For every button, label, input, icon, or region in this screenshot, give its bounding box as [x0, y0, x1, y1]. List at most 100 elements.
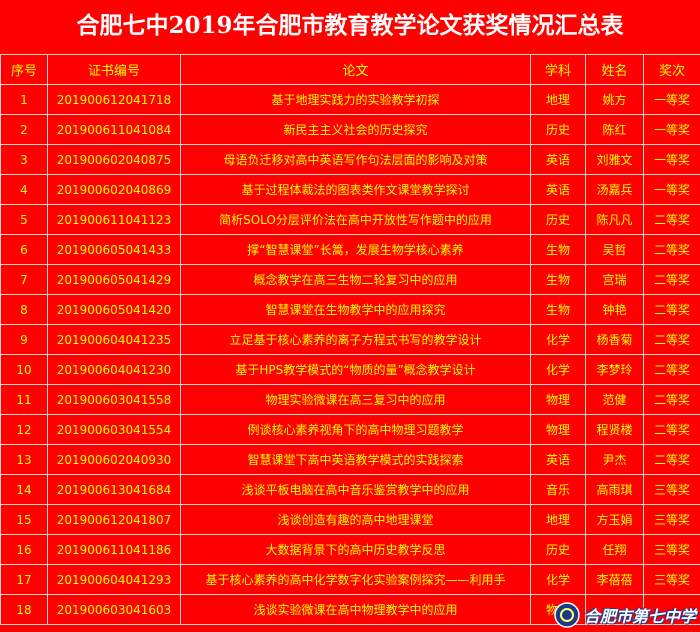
paper-title: 浅谈实验微课在高中物理教学中的应用	[180, 594, 531, 625]
index: 16	[0, 534, 48, 565]
paper-title: 简析SOLO分层评价法在高中开放性写作题中的应用	[180, 204, 531, 235]
paper-title: 新民主主义社会的历史探究	[180, 114, 531, 145]
author: 陈凡凡	[585, 204, 644, 235]
award: 二等奖	[643, 234, 700, 265]
cert-no: 201900604041230	[47, 354, 181, 385]
author: 李蓓蓓	[585, 564, 644, 595]
table-row: 15 201900612041807 浅谈创造有趣的高中地理课堂 地理 方玉娟 三等奖	[0, 504, 700, 535]
table-row: 9 201900604041235 立足基于核心素养的离子方程式书写的教学设计 化学杨…	[0, 324, 700, 355]
paper-title: 浅谈平板电脑在高中音乐鉴赏教学中的应用	[180, 474, 531, 505]
table-row: 4 201900602040869 基于过程体裁法的图表类作文课堂教学探讨 英语 汤嘉兵…	[0, 174, 700, 205]
author: 姚方	[585, 84, 644, 115]
award: 二等奖	[643, 354, 700, 385]
index: 7	[0, 264, 48, 295]
table-row: 3 201900602040875 母语负迁移对高中英语写作句法层面的影响及对策 英语…	[0, 144, 700, 175]
subject: 英语	[530, 444, 586, 475]
cert-no: 201900605041433	[47, 234, 181, 265]
paper-title: 大数据背景下的高中历史教学反思	[180, 534, 531, 565]
award: 二等奖	[643, 414, 700, 445]
subject: 物理	[530, 384, 586, 415]
author: 程贤楼	[585, 414, 644, 445]
index: 9	[0, 324, 48, 355]
header-row: 序号 证书编号 论文 学科 姓名 奖次	[0, 54, 700, 85]
author: 姓名	[585, 54, 644, 85]
index: 15	[0, 504, 48, 535]
table-row: 1 201900612041718 基于地理实践力的实验教学初探 地理 姚方 一等奖	[0, 84, 700, 115]
watermark-text: 合肥市第七中学	[583, 607, 696, 626]
author: 吴哲	[585, 234, 644, 265]
table-row: 13 201900602040930 智慧课堂下高中英语教学模式的实践探索 英语 尹杰二…	[0, 444, 700, 475]
cert-no: 201900605041420	[47, 294, 181, 325]
table-row: 16 201900611041186 大数据背景下的高中历史教学反思 历史 任翔 三等奖	[0, 534, 700, 565]
index: 6	[0, 234, 48, 265]
author: 任翔	[585, 534, 644, 565]
author: 李梦玲	[585, 354, 644, 385]
table-row: 5 201900611041123 简析SOLO分层评价法在高中开放性写作题中的应用…	[0, 204, 700, 235]
author: 方玉娟	[585, 504, 644, 535]
index: 10	[0, 354, 48, 385]
paper-title: 基于核心素养的高中化学数字化实验案例探究——利用手	[180, 564, 531, 595]
cert-no: 201900602040869	[47, 174, 181, 205]
award: 三等奖	[643, 564, 700, 595]
subject: 地理	[530, 504, 586, 535]
author: 钟艳	[585, 294, 644, 325]
table-row: 2 201900611041084 新民主主义社会的历史探究 历史 陈红 一等奖	[0, 114, 700, 145]
table-row: 6 201900605041433 撑“智慧课堂”长篙，发展生物学核心素养 生物 吴哲二…	[0, 234, 700, 265]
paper-title: 基于HPS教学模式的“物质的量”概念教学设计	[180, 354, 531, 385]
paper-title: 立足基于核心素养的离子方程式书写的教学设计	[180, 324, 531, 355]
award: 一等奖	[643, 114, 700, 145]
paper-title: 智慧课堂下高中英语教学模式的实践探索	[180, 444, 531, 475]
subject: 化学	[530, 324, 586, 355]
index: 18	[0, 594, 48, 625]
cert-no: 201900603041558	[47, 384, 181, 415]
subject: 音乐	[530, 474, 586, 505]
paper-title: 基于地理实践力的实验教学初探	[180, 84, 531, 115]
index: 序号	[0, 54, 48, 85]
index: 11	[0, 384, 48, 415]
award: 三等奖	[643, 504, 700, 535]
author: 陈红	[585, 114, 644, 145]
index: 5	[0, 204, 48, 235]
cert-no: 201900602040930	[47, 444, 181, 475]
table-row: 17 201900604041293 基于核心素养的高中化学数字化实验案例探究——利…	[0, 564, 700, 595]
index: 8	[0, 294, 48, 325]
subject: 英语	[530, 174, 586, 205]
cert-no: 201900613041684	[47, 474, 181, 505]
award: 一等奖	[643, 84, 700, 115]
author: 高雨琪	[585, 474, 644, 505]
title: 合肥七中2019年合肥市教育教学论文获奖情况汇总表	[76, 12, 624, 39]
cert-no: 201900611041123	[47, 204, 181, 235]
paper-title: 浅谈创造有趣的高中地理课堂	[180, 504, 531, 535]
award: 奖次	[643, 54, 700, 85]
author: 尹杰	[585, 444, 644, 475]
table-row: 18201900603041603浅谈实验微课在高中物理教学中的应用物理	[0, 594, 700, 625]
subject: 生物	[530, 264, 586, 295]
award: 二等奖	[643, 384, 700, 415]
subject: 地理	[530, 84, 586, 115]
cert-no: 201900611041084	[47, 114, 181, 145]
paper-title: 智慧课堂在生物教学中的应用探究	[180, 294, 531, 325]
table-row: 7 201900605041429 概念教学在高三生物二轮复习中的应用 生物 宫瑞 二等奖	[0, 264, 700, 295]
cert-no: 201900605041429	[47, 264, 181, 295]
table-row: 12 201900603041554 例谈核心素养视角下的高中物理习题教学 物理 程贤楼…	[0, 414, 700, 445]
cert-no: 201900603041554	[47, 414, 181, 445]
award: 二等奖	[643, 294, 700, 325]
subject: 历史	[530, 534, 586, 565]
author: 范健	[585, 384, 644, 415]
award: 三等奖	[643, 534, 700, 565]
cert-no: 201900604041235	[47, 324, 181, 355]
table-row: 8 201900605041420 智慧课堂在生物教学中的应用探究 生物 钟艳 二等奖	[0, 294, 700, 325]
cert-no: 201900604041293	[47, 564, 181, 595]
subject: 英语	[530, 144, 586, 175]
subject: 生物	[530, 294, 586, 325]
table-row: 14 201900613041684 浅谈平板电脑在高中音乐鉴赏教学中的应用 音乐 高雨…	[0, 474, 700, 505]
watermark: 合肥市第七中学	[554, 602, 696, 628]
cert-no: 证书编号	[47, 54, 181, 85]
award: 二等奖	[643, 324, 700, 355]
cert-no: 201900611041186	[47, 534, 181, 565]
table-row: 10 201900604041230 基于HPS教学模式的“物质的量”概念教学设计化…	[0, 354, 700, 385]
award: 三等奖	[643, 474, 700, 505]
cert-no: 201900602040875	[47, 144, 181, 175]
cert-no: 201900603041603	[47, 594, 181, 625]
index: 1	[0, 84, 48, 115]
